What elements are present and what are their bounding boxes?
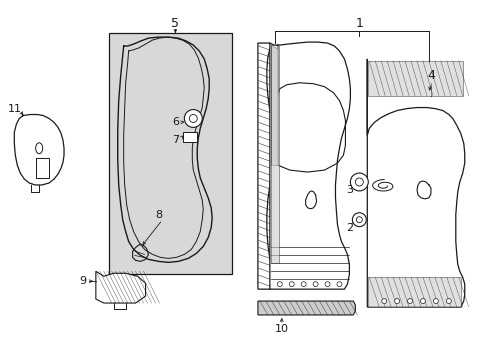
Circle shape (312, 282, 317, 287)
Bar (183, 132, 197, 142)
Circle shape (394, 298, 399, 303)
Bar (270, 45, 278, 264)
Circle shape (350, 173, 367, 191)
Text: 5: 5 (171, 17, 179, 30)
Circle shape (277, 282, 282, 287)
Polygon shape (257, 301, 355, 315)
Text: 1: 1 (355, 17, 363, 30)
Polygon shape (367, 61, 462, 96)
Polygon shape (270, 45, 277, 165)
Circle shape (289, 282, 294, 287)
Circle shape (184, 109, 202, 127)
Text: 10: 10 (274, 324, 288, 334)
Text: 2: 2 (345, 222, 352, 233)
Text: 6: 6 (172, 117, 179, 127)
Text: 3: 3 (345, 185, 352, 195)
Polygon shape (257, 43, 272, 289)
Ellipse shape (36, 143, 42, 154)
Polygon shape (96, 271, 145, 303)
Text: 4: 4 (426, 69, 434, 82)
Circle shape (446, 298, 450, 303)
Circle shape (432, 298, 438, 303)
Circle shape (336, 282, 341, 287)
Text: 8: 8 (155, 210, 162, 220)
Polygon shape (367, 277, 460, 307)
Circle shape (352, 213, 366, 227)
Polygon shape (366, 59, 464, 307)
Circle shape (381, 298, 386, 303)
Bar (108, 33, 232, 274)
Text: 7: 7 (171, 135, 179, 145)
Circle shape (301, 282, 305, 287)
Circle shape (420, 298, 425, 303)
Text: 9: 9 (79, 276, 86, 286)
Text: 11: 11 (8, 104, 22, 113)
Circle shape (407, 298, 412, 303)
Polygon shape (269, 42, 350, 289)
Circle shape (325, 282, 329, 287)
